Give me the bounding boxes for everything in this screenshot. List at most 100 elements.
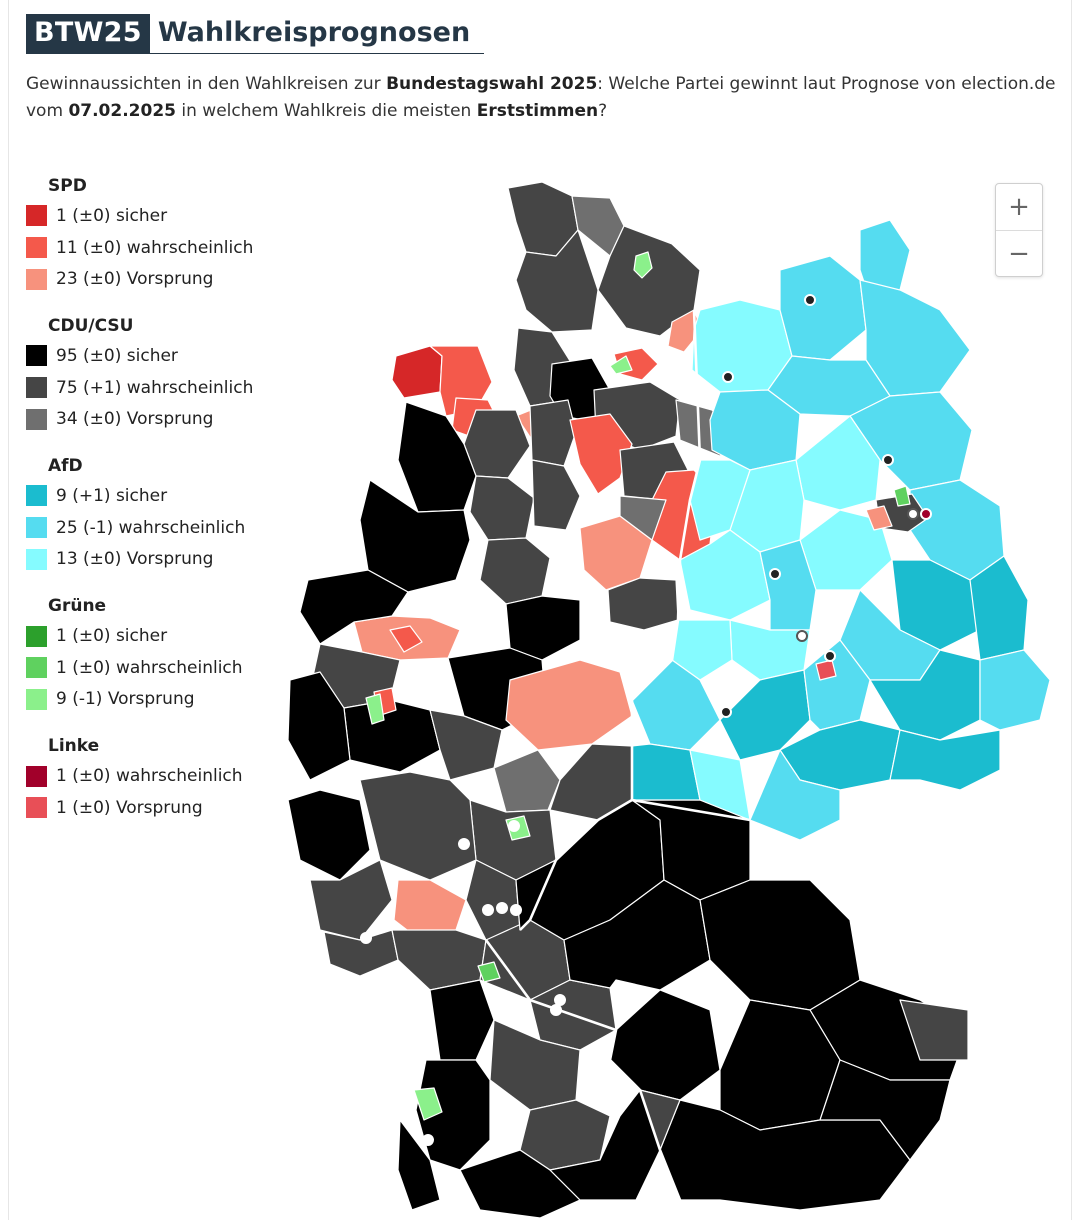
legend-party-title: SPD [48,176,87,196]
map-svg[interactable] [280,160,1070,1220]
legend-swatch [26,237,47,259]
legend-swatch [26,625,47,647]
region-bautzen[interactable] [889,729,1001,791]
region-ulm[interactable] [549,1089,661,1201]
region-karlsruhe-green[interactable] [477,961,501,983]
legend-item: 95 (±0) sicher [26,340,326,372]
region-goettingen[interactable] [607,577,679,631]
region-freiburg-green[interactable] [413,1087,443,1121]
region-mv-rostock[interactable] [779,255,867,361]
subtitle-text: ? [598,101,608,121]
region-sh-south[interactable] [515,229,599,333]
legend-label: 1 (±0) sicher [56,205,168,226]
legend-swatch [26,657,47,679]
subtitle-bold: Bundestagswahl 2025 [386,74,598,94]
zoom-control: + − [995,183,1043,277]
region-eifel[interactable] [287,789,371,881]
region-oberbayern-east[interactable] [819,1059,951,1161]
city-marker-darmstadt [496,902,508,914]
zoom-in-button[interactable]: + [1008,192,1030,222]
region-berlin-green[interactable] [893,485,911,507]
region-celle[interactable] [569,413,633,495]
legend-group-gr-ne: Grüne 1 (±0) sicher 1 (±0) wahrscheinlich 9… [26,592,326,715]
region-sh-green[interactable] [633,251,653,279]
region-bielefeld[interactable] [479,537,551,605]
city-marker-wiesbaden [458,838,470,850]
subtitle: Gewinnaussichten in den Wahlkreisen zur … [26,71,1056,125]
legend-swatch [26,268,47,290]
legend-label: 34 (±0) Vorsprung [56,409,214,430]
region-berlin-red[interactable] [865,505,893,531]
legend-item: 13 (±0) Vorsprung [26,544,326,576]
legend-label: 75 (+1) wahrscheinlich [56,377,254,398]
city-marker-leipzig [824,650,836,662]
legend-party-title: Linke [48,736,100,757]
germany-map[interactable] [280,160,1070,1220]
region-ostfriesland[interactable] [391,345,443,399]
legend-label: 1 (±0) wahrscheinlich [56,657,243,678]
region-mittelfranken[interactable] [563,879,711,991]
zoom-out-button[interactable]: − [996,230,1042,277]
region-oberpfalz[interactable] [699,879,861,1011]
region-trier[interactable] [309,859,393,941]
legend-swatch [26,408,47,430]
legend-item: 1 (±0) Vorsprung [26,792,326,824]
region-hildesheim[interactable] [619,495,667,541]
city-marker-halle [796,630,808,642]
legend-label: 13 (±0) Vorsprung [56,549,214,570]
legend-swatch [26,377,47,399]
subtitle-text: Gewinnaussichten in den Wahlkreisen zur [26,74,387,94]
page-frame [8,0,1072,1220]
header: BTW25 Wahlkreisprognosen [26,14,485,54]
region-koblenz[interactable] [359,771,477,881]
region-muensterland[interactable] [359,479,471,593]
region-oldenburg[interactable] [463,409,531,479]
legend-swatch [26,345,47,367]
region-leipzig-red[interactable] [815,659,837,681]
region-suhl[interactable] [631,743,701,801]
legend-party-title: AfD [48,456,83,477]
legend-group-cdu-csu: CDU/CSU 95 (±0) sicher 75 (+1) wahrscheinl… [26,312,326,435]
legend-label: 23 (±0) Vorsprung [56,269,214,290]
legend-swatch [26,797,47,819]
region-erzgebirge[interactable] [749,749,841,841]
region-verden[interactable] [529,399,577,467]
legend-swatch [26,548,47,570]
region-nienburg[interactable] [531,459,581,531]
region-goerlitz[interactable] [979,649,1051,731]
legend-swatch [26,517,47,539]
title-badge: BTW25 [26,14,150,54]
region-karlsruhe[interactable] [429,979,495,1061]
legend-group-afd: AfD 9 (+1) sicher 25 (-1) wahrscheinlich 13… [26,452,326,575]
city-marker-berlin-1 [907,508,919,520]
legend-group-linke: Linke 1 (±0) wahrscheinlich 1 (±0) Vorspru… [26,732,326,823]
region-marburg[interactable] [493,749,561,813]
region-hamburg-green[interactable] [609,355,633,375]
city-marker-frankfurt [508,820,520,832]
region-kaiserslautern[interactable] [391,929,487,991]
region-cottbus[interactable] [969,555,1029,661]
state-border-east [630,309,751,822]
region-ruhr-inner[interactable] [389,625,423,653]
region-ems[interactable] [397,401,477,513]
legend-label: 11 (±0) wahrscheinlich [56,237,254,258]
region-freiburg[interactable] [397,1119,441,1211]
region-schwarzwald[interactable] [415,1059,491,1171]
region-niederbayern-grey[interactable] [899,999,969,1061]
region-bonn-green[interactable] [365,693,385,725]
region-mv-south[interactable] [767,355,891,417]
region-aachen[interactable] [287,671,351,781]
subtitle-text: : Welche Partei gewinnt laut Prognose vo… [26,74,1056,121]
page-title: Wahlkreisprognosen [149,14,485,54]
subtitle-bold: Erststimmen [476,101,599,121]
region-osnabrueck[interactable] [469,475,535,541]
legend-swatch [26,205,47,227]
legend-swatch [26,485,47,507]
region-niederrhein[interactable] [299,569,409,645]
city-marker-freiburg [422,1134,434,1146]
region-schwaben[interactable] [609,989,721,1101]
city-marker-saarbruecken [360,932,372,944]
region-kassel[interactable] [505,659,633,751]
city-marker-schwerin [804,294,816,306]
city-marker-magdeburg [769,568,781,580]
